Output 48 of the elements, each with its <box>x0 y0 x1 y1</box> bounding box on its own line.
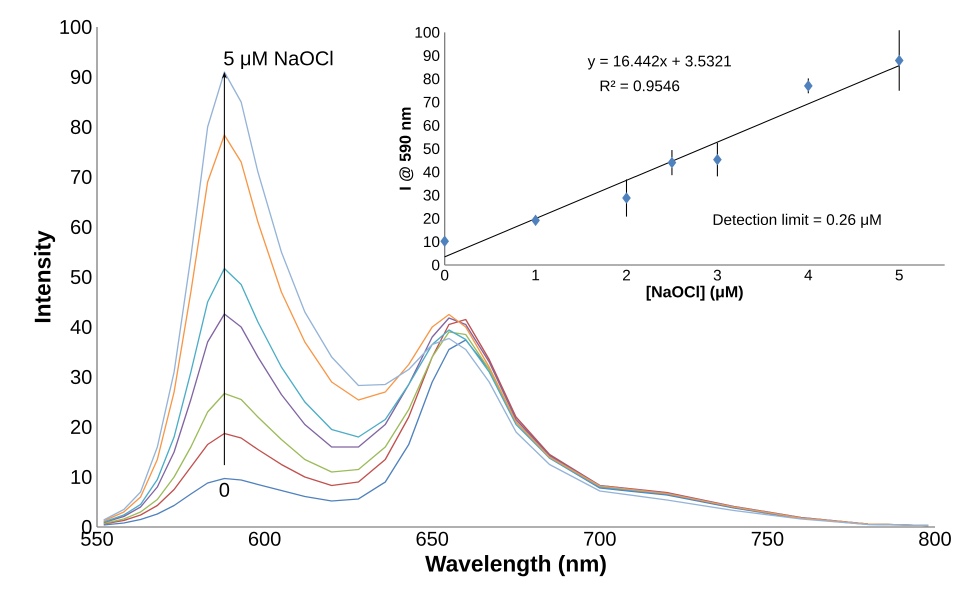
x-tick-label: 0 <box>441 270 448 281</box>
y-tick-label: 70 <box>71 170 92 184</box>
y-axis-title: Intensity <box>34 230 56 322</box>
x-tick-label: 2 <box>623 270 630 280</box>
x-tick-label: 3 <box>714 270 721 281</box>
y-tick-label: 90 <box>70 70 92 84</box>
x-tick-label: 750 <box>752 532 784 546</box>
x-tick-label: 650 <box>416 532 448 546</box>
point <box>804 80 813 92</box>
y-tick-label: 80 <box>70 120 92 134</box>
point <box>668 157 676 168</box>
annotation: R² = 0.9546 <box>600 80 680 92</box>
y-tick-label: 40 <box>423 166 440 178</box>
x-tick-label: 800 <box>919 532 951 546</box>
y-tick-label: 50 <box>70 270 92 284</box>
point <box>713 154 722 166</box>
y-tick-label: 70 <box>424 96 440 108</box>
annotation: 0 <box>220 482 230 497</box>
y-tick-label: 60 <box>424 120 440 131</box>
x-tick-label: 4 <box>804 270 812 280</box>
point <box>531 214 540 226</box>
x-tick-label: 600 <box>248 532 280 546</box>
x-tick-label: 1 <box>532 270 540 280</box>
x-axis-title: [NaOCl] (μM) <box>646 286 743 301</box>
y-tick-label: 100 <box>416 26 440 38</box>
y-tick-label: 30 <box>423 190 440 201</box>
y-tick-label: 90 <box>424 50 440 62</box>
annotation: y = 16.442x + 3.5321 <box>588 56 731 70</box>
point <box>894 54 904 66</box>
x-tick-label: 5 <box>896 270 903 280</box>
y-tick-label: 10 <box>72 470 92 484</box>
y-tick-label: 10 <box>424 236 440 248</box>
y-tick-label: 20 <box>424 213 440 224</box>
y-axis-title: I @ 590 nm <box>399 108 414 190</box>
annotation: Detection limit = 0.26 μM <box>714 214 881 228</box>
point <box>440 236 449 247</box>
y-tick-label: 30 <box>70 370 92 384</box>
y-tick-label: 0 <box>432 260 440 270</box>
x-axis-title: Wavelength (nm) <box>425 555 606 576</box>
y-tick-label: 40 <box>70 320 92 334</box>
annotation: 5 μM NaOCl <box>224 50 332 70</box>
y-tick-label: 50 <box>424 143 440 154</box>
x-tick-label: 700 <box>584 532 616 546</box>
point <box>622 192 631 204</box>
y-tick-label: 20 <box>71 420 92 434</box>
y-tick-label: 100 <box>60 20 92 34</box>
y-tick-label: 60 <box>71 220 92 234</box>
y-tick-label: 80 <box>424 73 440 84</box>
